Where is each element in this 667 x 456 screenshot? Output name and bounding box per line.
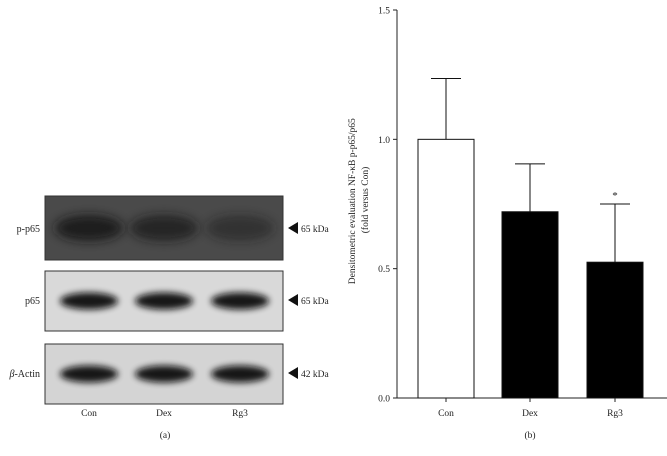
blot-band-rg3 — [211, 292, 269, 310]
blot-band-dex — [135, 365, 193, 383]
blot-band-rg3 — [206, 215, 274, 241]
y-axis-label: Densitometric evaluation NF-κB p-p65/p65… — [348, 116, 371, 284]
blot-beta-actin-label: β-Actin — [8, 369, 40, 380]
blot-band-rg3 — [211, 365, 269, 383]
significance-marker-rg3: * — [612, 190, 618, 202]
y-tick-label: 0.5 — [378, 265, 390, 275]
y-axis-label-line2: (fold versus Con) — [360, 167, 371, 234]
blot-p-p65-arrow-icon — [288, 222, 298, 234]
lane-label-con: Con — [81, 409, 97, 419]
blot-p65: p65 65 kDa — [25, 270, 329, 332]
lane-label-rg3: Rg3 — [232, 409, 248, 419]
bar-chart-panel: 0.0 0.5 1.0 1.5 * Con Dex Rg3 Densitometric e… — [348, 7, 667, 441]
y-axis-label-line1: Densitometric evaluation NF-κB p-p65/p65 — [348, 118, 358, 284]
lane-label-dex: Dex — [156, 409, 172, 419]
bar-con — [417, 138, 475, 399]
blot-p65-arrow-icon — [288, 294, 298, 306]
beta-symbol: β — [8, 369, 14, 380]
x-tick-label-con: Con — [438, 409, 454, 419]
blot-beta-actin-marker: 42 kDa — [301, 370, 329, 380]
blot-band-con — [60, 365, 118, 383]
blot-p-p65-marker: 65 kDa — [301, 225, 329, 235]
y-tick-label: 0.0 — [378, 395, 390, 405]
blot-p-p65: p-p65 65 kDa — [17, 195, 329, 261]
blot-p65-label: p65 — [25, 296, 40, 307]
western-blot-panel: p-p65 65 kDa p65 65 kDa β-Actin 42 kDa C… — [8, 195, 329, 441]
y-tick-label: 1.5 — [378, 7, 390, 17]
blot-p65-marker: 65 kDa — [301, 297, 329, 307]
blot-band-dex — [130, 215, 198, 241]
x-tick-label-rg3: Rg3 — [607, 409, 623, 419]
blot-beta-actin-arrow-icon — [288, 367, 298, 379]
blot-p-p65-label: p-p65 — [17, 224, 40, 235]
bar-rg3 — [586, 261, 644, 399]
blot-band-con — [60, 292, 118, 310]
bar-dex — [501, 211, 559, 399]
panel-a-caption: (a) — [160, 430, 171, 441]
y-tick-label: 1.0 — [378, 136, 390, 146]
panel-b-caption: (b) — [524, 430, 535, 441]
x-tick-label-dex: Dex — [522, 409, 538, 419]
blot-beta-actin: β-Actin 42 kDa — [8, 343, 329, 405]
blot-band-dex — [135, 292, 193, 310]
actin-text: -Actin — [14, 369, 40, 380]
blot-band-con — [55, 215, 123, 241]
